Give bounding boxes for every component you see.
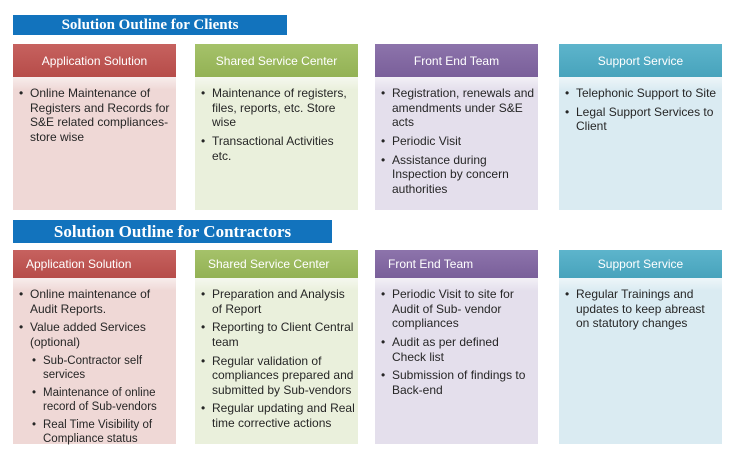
bullet-list: Telephonic Support to Site Legal Support… xyxy=(559,77,722,134)
section-title-contractors: Solution Outline for Contractors xyxy=(13,220,332,243)
card-contractors-shared-service-center: Shared Service Center Preparation and An… xyxy=(195,250,358,444)
bullet-list: Maintenance of registers, files, reports… xyxy=(195,77,358,163)
bullet-item: Online maintenance of Audit Reports. xyxy=(18,287,173,316)
bullet-item: Preparation and Analysis of Report xyxy=(200,287,355,316)
bullet-item: Registration, renewals and amendments un… xyxy=(380,86,535,130)
card-header: Front End Team xyxy=(375,250,538,278)
card-header: Shared Service Center xyxy=(195,250,358,278)
card-body: Regular Trainings and updates to keep ab… xyxy=(559,278,722,444)
card-header: Front End Team xyxy=(375,44,538,77)
card-header: Shared Service Center xyxy=(195,44,358,77)
bullet-item: Regular updating and Real time correctiv… xyxy=(200,401,355,430)
bullet-item: Reporting to Client Central team xyxy=(200,320,355,349)
bullet-item: Regular validation of compliances prepar… xyxy=(200,354,355,398)
card-clients-application-solution: Application Solution Online Maintenance … xyxy=(13,44,176,210)
card-header: Application Solution xyxy=(13,250,176,278)
bullet-list: Online Maintenance of Registers and Reco… xyxy=(13,77,176,145)
card-header: Support Service xyxy=(559,44,722,77)
bullet-list: Online maintenance of Audit Reports. Val… xyxy=(13,278,176,446)
bullet-list: Registration, renewals and amendments un… xyxy=(375,77,538,196)
bullet-item: Assistance during Inspection by concern … xyxy=(380,153,535,197)
bullet-subitem: Real Time Visibility of Compliance statu… xyxy=(31,418,173,446)
card-clients-support-service: Support Service Telephonic Support to Si… xyxy=(559,44,722,210)
card-body: Telephonic Support to Site Legal Support… xyxy=(559,77,722,210)
bullet-item: Legal Support Services to Client xyxy=(564,105,719,134)
bullet-item: Online Maintenance of Registers and Reco… xyxy=(18,86,173,145)
card-contractors-support-service: Support Service Regular Trainings and up… xyxy=(559,250,722,444)
bullet-list: Periodic Visit to site for Audit of Sub-… xyxy=(375,278,538,397)
card-body: Preparation and Analysis of Report Repor… xyxy=(195,278,358,444)
bullet-item: Periodic Visit to site for Audit of Sub-… xyxy=(380,287,535,331)
card-header: Support Service xyxy=(559,250,722,278)
bullet-subitem: Maintenance of online record of Sub-vend… xyxy=(31,386,173,414)
card-clients-shared-service-center: Shared Service Center Maintenance of reg… xyxy=(195,44,358,210)
bullet-item: Regular Trainings and updates to keep ab… xyxy=(564,287,719,331)
card-contractors-application-solution: Application Solution Online maintenance … xyxy=(13,250,176,446)
card-contractors-front-end-team: Front End Team Periodic Visit to site fo… xyxy=(375,250,538,444)
card-clients-front-end-team: Front End Team Registration, renewals an… xyxy=(375,44,538,210)
card-body: Periodic Visit to site for Audit of Sub-… xyxy=(375,278,538,444)
bullet-item: Audit as per defined Check list xyxy=(380,335,535,364)
bullet-item: Periodic Visit xyxy=(380,134,535,149)
bullet-item: Telephonic Support to Site xyxy=(564,86,719,101)
bullet-subitem: Sub-Contractor self services xyxy=(31,354,173,382)
bullet-item: Maintenance of registers, files, reports… xyxy=(200,86,355,130)
card-body: Registration, renewals and amendments un… xyxy=(375,77,538,210)
section-title-clients: Solution Outline for Clients xyxy=(13,15,287,35)
bullet-list: Preparation and Analysis of Report Repor… xyxy=(195,278,358,431)
bullet-list: Regular Trainings and updates to keep ab… xyxy=(559,278,722,331)
bullet-item: Transactional Activities etc. xyxy=(200,134,355,163)
card-header: Application Solution xyxy=(13,44,176,77)
card-body: Online maintenance of Audit Reports. Val… xyxy=(13,278,176,446)
card-body: Maintenance of registers, files, reports… xyxy=(195,77,358,210)
bullet-item: Value added Services (optional) xyxy=(18,320,173,349)
bullet-item: Submission of findings to Back-end xyxy=(380,368,535,397)
card-body: Online Maintenance of Registers and Reco… xyxy=(13,77,176,210)
